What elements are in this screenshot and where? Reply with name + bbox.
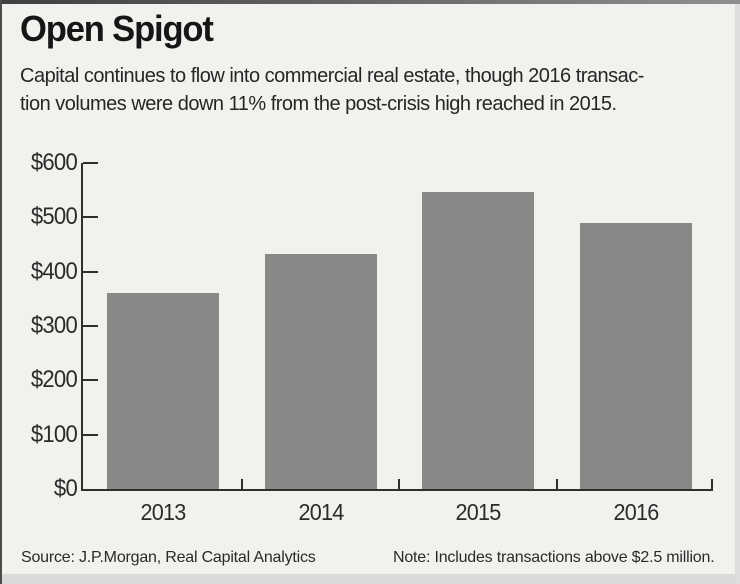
page-title: Open Spigot — [20, 8, 214, 49]
y-tick-500 — [83, 216, 98, 219]
y-tick-label-200: $200 — [30, 366, 78, 394]
x-tick-2 — [398, 479, 401, 489]
x-tick-1 — [240, 479, 243, 489]
y-tick-300 — [83, 325, 98, 327]
x-tick-label-2013: 2013 — [140, 499, 186, 525]
x-axis-line — [81, 489, 713, 491]
y-tick-600 — [83, 162, 98, 164]
chart-subtitle: Capital continues to flow into commercia… — [20, 62, 720, 118]
top-border — [0, 0, 740, 4]
x-tick-label-2014: 2014 — [297, 499, 344, 525]
source-text: Source: J.P.Morgan, Real Capital Analyti… — [21, 549, 316, 566]
x-axis-end-tick — [711, 479, 713, 489]
y-tick-label-300: $300 — [30, 312, 78, 339]
y-tick-200 — [83, 379, 98, 382]
x-tick-label-2015: 2015 — [455, 499, 501, 525]
note-text: Note: Includes transactions above $2.5 m… — [393, 549, 715, 566]
y-tick-label-100: $100 — [30, 420, 78, 448]
x-tick-label-2016: 2016 — [613, 499, 659, 525]
right-border — [735, 4, 740, 584]
bar-2014 — [264, 254, 377, 489]
y-tick-label-600: $600 — [30, 149, 78, 176]
left-border — [0, 0, 2, 584]
x-tick-3 — [556, 479, 558, 489]
y-tick-400 — [83, 270, 98, 273]
y-tick-label-0: $0 — [53, 475, 78, 502]
subtitle-line-2: tion volumes were down 11% from the post… — [20, 93, 617, 115]
bar-2013 — [107, 293, 219, 489]
y-tick-label-400: $400 — [30, 257, 78, 285]
y-tick-label-500: $500 — [30, 203, 78, 231]
bar-2016 — [580, 223, 692, 489]
y-axis-line — [81, 163, 83, 491]
y-tick-100 — [83, 433, 98, 436]
bar-2015 — [422, 191, 534, 489]
bottom-border — [2, 574, 735, 584]
subtitle-line-1: Capital continues to flow into commercia… — [20, 65, 644, 87]
